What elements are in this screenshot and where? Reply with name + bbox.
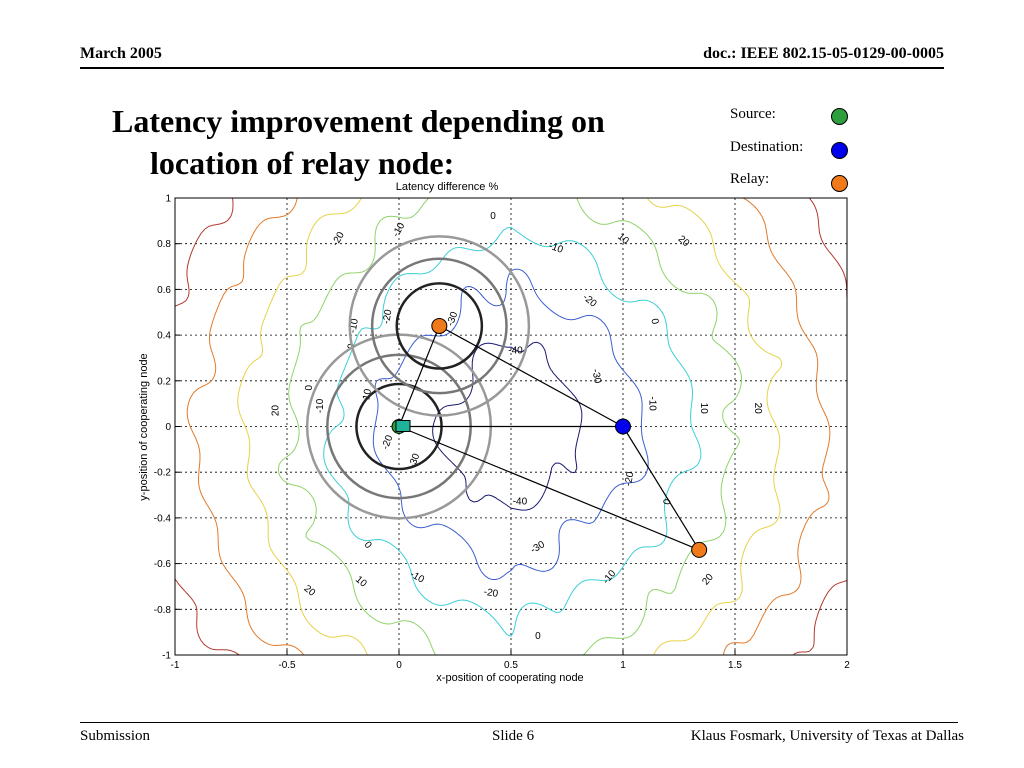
contour-line-0 bbox=[237, 197, 783, 656]
x-tick-label: 1.5 bbox=[728, 660, 742, 671]
source-marker bbox=[395, 420, 411, 432]
contour-label: 0 bbox=[490, 211, 496, 222]
destination-dot-icon bbox=[831, 142, 848, 159]
relay-dot-icon bbox=[831, 175, 848, 192]
legend-relay-label: Relay: bbox=[730, 171, 770, 187]
link-arrow bbox=[622, 426, 700, 551]
footer-rule bbox=[80, 722, 958, 723]
contour-line-neg20 bbox=[323, 226, 702, 637]
contour-label: 0 bbox=[648, 318, 660, 326]
contour-label: -10 bbox=[547, 241, 565, 256]
contour-label: -40 bbox=[508, 346, 523, 357]
contour-label: -30 bbox=[589, 368, 602, 385]
footer-slide-number: Slide 6 bbox=[492, 728, 535, 744]
contour-label: -20 bbox=[623, 471, 636, 488]
contour-line-neg40 bbox=[432, 341, 583, 511]
y-tick-label: 0 bbox=[165, 422, 171, 433]
contour-label: 0 bbox=[662, 498, 674, 506]
contour-label: 20 bbox=[752, 403, 763, 415]
contour-label: 0 bbox=[535, 631, 541, 642]
legend-source: Source: bbox=[730, 106, 848, 125]
x-tick-label: 2 bbox=[844, 660, 850, 671]
legend-relay: Relay: bbox=[730, 171, 848, 192]
link-arrow bbox=[398, 425, 701, 551]
y-axis-label: y-position of cooperating node bbox=[138, 353, 150, 500]
y-tick-label: -0.4 bbox=[154, 513, 172, 524]
contour-label: -20 bbox=[380, 433, 395, 451]
contour-label: -20 bbox=[381, 308, 394, 325]
relay-node bbox=[431, 317, 448, 334]
slide-title: Latency improvement depending on locatio… bbox=[112, 100, 605, 184]
contour-label: -20 bbox=[483, 587, 500, 600]
y-tick-label: -0.6 bbox=[154, 559, 172, 570]
footer-submission: Submission bbox=[80, 728, 151, 744]
y-tick-label: 0.6 bbox=[157, 285, 171, 296]
x-tick-label: 0.5 bbox=[504, 660, 518, 671]
x-axis-label: x-position of cooperating node bbox=[436, 672, 583, 684]
x-tick-label: 1 bbox=[620, 660, 626, 671]
contour-label: -40 bbox=[513, 496, 528, 507]
range-circle bbox=[370, 257, 508, 395]
legend-destination-label: Destination: bbox=[730, 139, 804, 155]
link-arrow bbox=[439, 325, 624, 428]
slide-title-line2: location of relay node: bbox=[150, 145, 455, 181]
contour-label: 0 bbox=[304, 384, 315, 390]
chart-title: Latency difference % bbox=[396, 181, 499, 193]
range-circle bbox=[348, 235, 531, 417]
y-tick-label: 0.4 bbox=[157, 331, 171, 342]
source-dot-icon bbox=[831, 108, 848, 125]
contour-line-neg30 bbox=[372, 268, 649, 580]
y-tick-label: 1 bbox=[165, 194, 171, 205]
relay-node bbox=[691, 541, 708, 558]
contour-label: -10 bbox=[315, 398, 326, 413]
y-tick-label: -0.8 bbox=[154, 605, 172, 616]
header-date: March 2005 bbox=[80, 45, 162, 62]
contour-line-neg10 bbox=[277, 197, 742, 656]
contour-line-10 bbox=[186, 197, 831, 656]
legend-source-label: Source: bbox=[730, 106, 776, 122]
destination-node bbox=[615, 418, 631, 435]
y-tick-label: 0.2 bbox=[157, 376, 171, 387]
footer-author: Klaus Fosmark, University of Texas at Da… bbox=[690, 728, 964, 744]
contour-label: 10 bbox=[698, 403, 709, 415]
y-tick-label: -0.2 bbox=[154, 468, 172, 479]
range-circle bbox=[395, 282, 484, 370]
x-tick-label: 0 bbox=[396, 660, 402, 671]
contour-label: 20 bbox=[270, 405, 281, 417]
header-doc-id: doc.: IEEE 802.15-05-0129-00-0005 bbox=[703, 45, 944, 62]
slide-title-line1: Latency improvement depending on bbox=[112, 103, 605, 139]
y-tick-label: -1 bbox=[162, 651, 171, 662]
link-arrow bbox=[398, 325, 441, 427]
x-tick-label: -1 bbox=[171, 660, 180, 671]
contour-label: 0 bbox=[362, 540, 374, 552]
contour-label: -10 bbox=[647, 396, 658, 411]
contour-label: -30 bbox=[445, 310, 460, 328]
header-rule bbox=[80, 67, 944, 69]
x-tick-label: -0.5 bbox=[278, 660, 296, 671]
contour-line-20 bbox=[174, 197, 848, 656]
contour-label: 10 bbox=[361, 388, 374, 401]
legend-destination: Destination: bbox=[730, 139, 848, 159]
y-tick-label: 0.8 bbox=[157, 239, 171, 250]
